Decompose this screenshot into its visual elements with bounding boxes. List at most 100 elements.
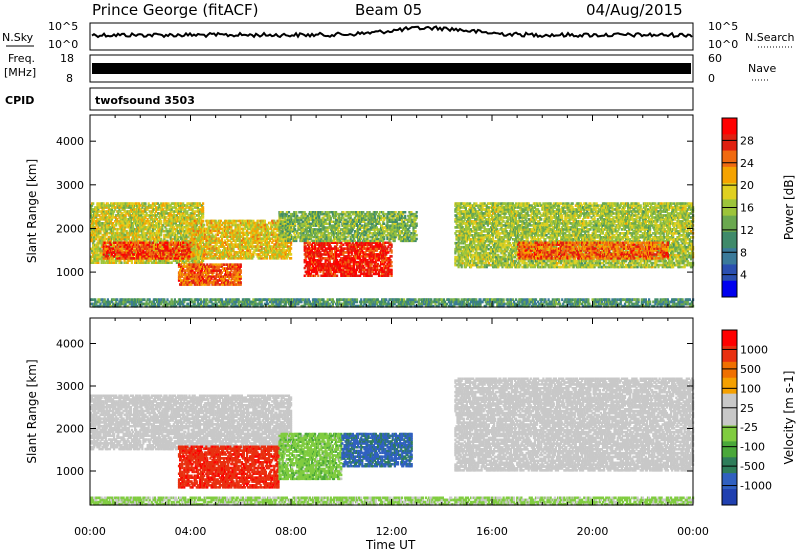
data-cell: [212, 271, 215, 274]
data-cell: [110, 231, 114, 235]
data-cell: [172, 241, 175, 244]
data-cell: [121, 212, 124, 215]
data-cell: [173, 241, 176, 244]
data-cell: [169, 225, 172, 229]
data-cell: [139, 239, 142, 243]
data-cell: [91, 251, 94, 255]
data-cell: [202, 214, 205, 217]
data-cell: [194, 263, 197, 266]
data-cell: [110, 253, 114, 256]
data-cell: [197, 216, 200, 219]
data-cell: [199, 277, 203, 280]
data-cell: [93, 235, 96, 239]
freq-label: Freq.: [8, 52, 35, 65]
data-cell: [102, 208, 105, 211]
data-cell: [118, 253, 121, 256]
data-cell: [179, 271, 182, 274]
data-cell: [148, 216, 151, 219]
data-cell: [90, 206, 93, 209]
data-cell: [132, 249, 136, 252]
data-cell: [171, 247, 174, 250]
data-cell: [184, 253, 187, 256]
data-cell: [138, 206, 141, 209]
data-cell: [261, 247, 264, 250]
data-cell: [206, 283, 209, 286]
data-cell: [143, 214, 146, 217]
data-cell: [139, 214, 142, 217]
data-cell: [90, 225, 93, 229]
data-cell: [120, 239, 123, 243]
data-cell: [139, 218, 142, 221]
data-cell: [93, 210, 96, 213]
data-cell: [158, 257, 161, 260]
data-cell: [106, 255, 109, 258]
data-cell: [167, 261, 170, 264]
data-cell: [218, 231, 221, 235]
data-cell: [118, 241, 121, 244]
data-cell: [139, 247, 142, 250]
data-cell: [153, 251, 157, 254]
data-cell: [94, 233, 97, 237]
data-cell: [157, 227, 160, 231]
data-cell: [188, 227, 191, 231]
data-cell: [184, 218, 187, 221]
data-cell: [169, 251, 172, 254]
data-cell: [102, 253, 105, 256]
data-cell: [148, 227, 151, 231]
data-cell: [128, 247, 131, 250]
data-cell: [157, 202, 160, 205]
data-cell: [192, 214, 195, 217]
data-cell: [103, 237, 106, 241]
data-cell: [170, 261, 173, 264]
data-cell: [136, 218, 139, 221]
data-cell: [164, 229, 167, 233]
data-cell: [189, 241, 192, 244]
nave-label: Nave: [748, 62, 776, 75]
data-cell: [197, 273, 200, 276]
data-cell: [102, 257, 105, 260]
data-cell: [153, 245, 157, 248]
data-cell: [169, 204, 172, 207]
data-cell: [95, 249, 98, 253]
data-cell: [128, 204, 131, 207]
data-cell: [310, 274, 314, 277]
data-cell: [141, 210, 144, 213]
data-cell: [105, 233, 108, 237]
data-cell: [182, 259, 185, 262]
data-cell: [206, 263, 209, 266]
data-cell: [139, 220, 142, 223]
data-cell: [189, 269, 192, 272]
data-cell: [153, 204, 157, 207]
data-cell: [92, 241, 95, 245]
data-cell: [132, 257, 136, 260]
data-cell: [179, 216, 182, 219]
data-cell: [208, 269, 211, 272]
data-cell: [257, 245, 260, 248]
data-cell: [165, 210, 168, 213]
data-cell: [161, 257, 164, 260]
data-cell: [150, 224, 153, 227]
data-cell: [163, 210, 166, 213]
data-cell: [149, 239, 152, 243]
data-cell: [97, 245, 100, 249]
data-cell: [113, 204, 116, 207]
data-cell: [153, 225, 157, 229]
data-cell: [206, 269, 209, 272]
data-cell: [125, 253, 128, 256]
data-cell: [112, 229, 115, 233]
nsearch-bot-tick: 10^0: [708, 38, 738, 51]
data-cell: [191, 269, 194, 272]
data-cell: [161, 261, 164, 264]
data-cell: [216, 283, 219, 286]
data-cell: [185, 241, 188, 244]
data-cell: [138, 202, 141, 205]
data-cell: [163, 243, 166, 246]
data-cell: [156, 218, 159, 221]
data-cell: [192, 247, 195, 251]
data-cell: [172, 249, 175, 252]
data-cell: [290, 257, 293, 260]
data-cell: [180, 214, 183, 217]
data-cell: [95, 224, 98, 227]
data-cell: [187, 225, 190, 229]
data-cell: [123, 255, 126, 258]
